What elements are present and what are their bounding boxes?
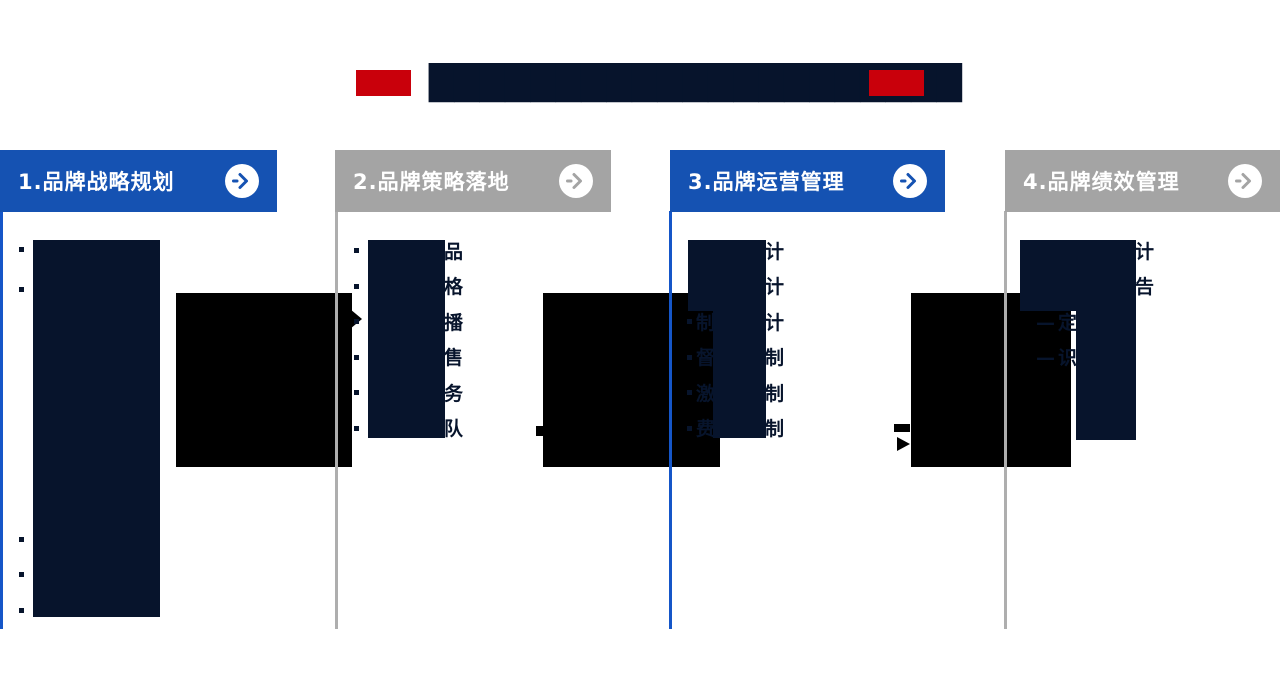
- bullet-dot: [354, 355, 359, 360]
- bullet-dot: [19, 572, 24, 577]
- bullet-dot: [687, 390, 692, 395]
- column-3-redacted-text-block: [713, 240, 766, 438]
- bullet-dot: [687, 319, 692, 324]
- arrow-right-circle-icon[interactable]: [559, 164, 593, 198]
- header-brand-operation-management[interactable]: 3.品牌运营管理: [670, 150, 945, 212]
- header-brand-tactic-landing[interactable]: 2.品牌策略落地: [335, 150, 611, 212]
- item-suffix-char: 制: [765, 383, 785, 405]
- header-brand-performance-management[interactable]: 4.品牌绩效管理: [1005, 150, 1280, 212]
- column-4-redacted-text-block: [1020, 240, 1080, 311]
- header-label: 3.品牌运营管理: [688, 170, 845, 194]
- item-dash: —: [1036, 312, 1055, 334]
- item-prefix-char: 督: [696, 347, 716, 369]
- bullet-dot: [687, 355, 692, 360]
- flow-arrow-tail-icon: [894, 424, 910, 432]
- bullet-dot: [354, 319, 359, 324]
- item-suffix-char: 务: [444, 383, 464, 405]
- item-prefix-char: 识: [1058, 347, 1078, 369]
- column-3-divider: [669, 211, 672, 629]
- bullet-dot: [19, 247, 24, 252]
- column-1-divider: [0, 211, 3, 629]
- item-suffix-char: 格: [444, 276, 464, 298]
- banner-accent-left: [356, 70, 411, 96]
- item-suffix-char: 计: [765, 241, 785, 263]
- item-suffix-char: 播: [444, 312, 464, 334]
- bullet-dot: [354, 248, 359, 253]
- bullet-dot: [354, 284, 359, 289]
- bullet-dot: [19, 537, 24, 542]
- flow-arrow-tail-icon: [536, 426, 546, 436]
- column-2-redacted-text-block: [368, 240, 445, 438]
- bullet-dot: [354, 426, 359, 431]
- item-suffix-char: 计: [1135, 241, 1155, 263]
- column-2-divider: [335, 211, 338, 629]
- item-suffix-char: 品: [444, 241, 464, 263]
- column-1-redacted-text-block: [33, 240, 160, 617]
- column-4-divider: [1004, 211, 1007, 629]
- arrow-right-circle-icon[interactable]: [1228, 164, 1262, 198]
- bullet-dot: [354, 390, 359, 395]
- column-4-redacted-text-block: [1076, 240, 1136, 440]
- header-label: 1.品牌战略规划: [18, 170, 175, 194]
- arrow-right-circle-icon[interactable]: [225, 164, 259, 198]
- column-3-redacted-text-block: [688, 240, 715, 311]
- item-suffix-char: 告: [1135, 276, 1155, 298]
- item-suffix-char: 制: [765, 347, 785, 369]
- header-brand-strategy-planning[interactable]: 1.品牌战略规划: [0, 150, 277, 212]
- image-placeholder-3: [911, 293, 1071, 467]
- header-label: 4.品牌绩效管理: [1023, 170, 1180, 194]
- bullet-dot: [687, 426, 692, 431]
- image-placeholder-1: [176, 293, 352, 467]
- image-placeholder-2: [543, 293, 720, 467]
- item-suffix-char: 计: [765, 312, 785, 334]
- banner-accent-right: [869, 70, 924, 96]
- item-prefix-char: 激: [696, 383, 716, 405]
- item-suffix-char: 制: [765, 418, 785, 440]
- flow-arrow-icon: [897, 437, 910, 451]
- item-suffix-char: 队: [444, 418, 464, 440]
- bullet-dot: [19, 608, 24, 613]
- item-suffix-char: 售: [444, 347, 464, 369]
- bullet-dot: [19, 287, 24, 292]
- arrow-right-circle-icon[interactable]: [893, 164, 927, 198]
- item-prefix-char: 定: [1058, 312, 1078, 334]
- item-suffix-char: 计: [765, 276, 785, 298]
- item-prefix-char: 制: [696, 312, 716, 334]
- header-label: 2.品牌策略落地: [353, 170, 510, 194]
- item-prefix-char: 费: [696, 418, 716, 440]
- item-dash: —: [1036, 347, 1055, 369]
